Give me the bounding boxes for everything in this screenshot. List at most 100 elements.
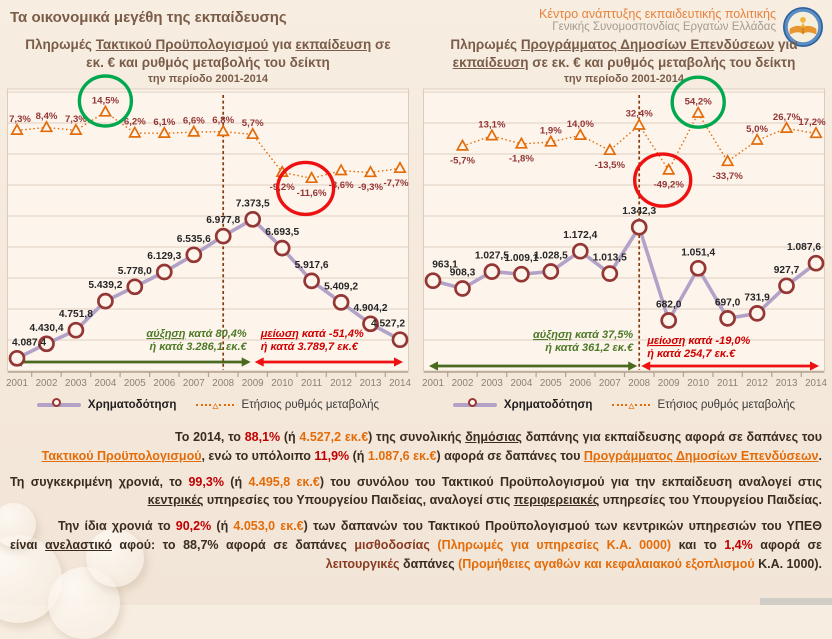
- org-block: Κέντρο ανάπτυξης εκπαιδευτικής πολιτικής…: [539, 6, 824, 48]
- red-highlight-circle: [632, 152, 693, 208]
- svg-text:2008: 2008: [212, 378, 234, 389]
- svg-text:ή κατά 254,7 εκ.€: ή κατά 254,7 εκ.€: [647, 348, 736, 360]
- funding-ring-icon: [467, 398, 477, 407]
- funding-series: 4.087,4 4.430,4 4.751,8 5.439,2 5.778,0 6.129…: [8, 198, 409, 367]
- svg-text:6.129,3: 6.129,3: [147, 251, 181, 262]
- svg-text:2005: 2005: [540, 378, 562, 389]
- svg-text:-7,7%: -7,7%: [383, 178, 409, 189]
- svg-text:682,0: 682,0: [656, 300, 682, 311]
- green-highlight-circle: [77, 74, 134, 128]
- svg-text:2009: 2009: [658, 378, 680, 389]
- svg-text:-5,7%: -5,7%: [450, 156, 476, 167]
- svg-text:2013: 2013: [776, 378, 798, 389]
- rate-series: 7,3% 8,4% 7,3% 14,5% 6,2% 6,1% 6,6% 6,8% 5,7% -9,…: [9, 96, 409, 199]
- svg-text:2010: 2010: [271, 378, 293, 389]
- decrease-note: μείωση κατά -19,0%ή κατά 254,7 εκ.€: [646, 335, 750, 360]
- svg-text:2007: 2007: [183, 378, 205, 389]
- svg-text:2001: 2001: [422, 378, 444, 389]
- svg-text:-33,7%: -33,7%: [712, 171, 743, 182]
- svg-text:963,1: 963,1: [432, 260, 458, 271]
- x-axis: 2001 2002 2003 2004 2005 2006 2007 2008 2009 2010…: [6, 371, 411, 389]
- svg-text:2003: 2003: [481, 378, 503, 389]
- legend-item-rate: ▵ Ετήσιος ρυθμός μεταβολής: [196, 399, 379, 411]
- svg-text:1,9%: 1,9%: [540, 126, 562, 137]
- svg-text:5,0%: 5,0%: [746, 124, 768, 135]
- funding-legend-label: Χρηματοδότηση: [503, 399, 593, 411]
- svg-text:1.051,4: 1.051,4: [681, 247, 715, 258]
- decrease-arrow: [641, 361, 819, 371]
- svg-text:2006: 2006: [153, 378, 175, 389]
- svg-text:6,1%: 6,1%: [153, 117, 175, 128]
- regular-budget-plot: αύξηση κατά 80,4%ή κατά 3.286,1 εκ.€ μείω…: [6, 74, 411, 389]
- green-highlight-circle: [670, 75, 726, 129]
- triangle-marker-icon: ▵: [212, 398, 219, 412]
- svg-text:2007: 2007: [599, 378, 621, 389]
- svg-text:4.751,8: 4.751,8: [59, 309, 93, 320]
- rate-line-legend-marker: ▵: [612, 398, 651, 412]
- dotted-line-icon: [635, 404, 651, 406]
- charts-row: Πληρωμές Τακτικού Προϋπολογισμού για εκπ…: [0, 36, 832, 416]
- svg-text:1.009,1: 1.009,1: [504, 253, 538, 264]
- svg-text:2014: 2014: [389, 378, 411, 389]
- svg-text:-9,2%: -9,2%: [270, 182, 296, 193]
- svg-text:2004: 2004: [511, 378, 533, 389]
- funding-legend-label: Χρηματοδότηση: [87, 399, 177, 411]
- svg-text:-13,5%: -13,5%: [595, 160, 626, 171]
- triangle-marker-icon: ▵: [628, 398, 635, 412]
- svg-text:μείωση κατά -51,4%: μείωση κατά -51,4%: [260, 328, 364, 340]
- svg-text:731,9: 731,9: [744, 292, 770, 303]
- paragraph-inelastic-spending: Την ίδια χρονιά το 90,2% (ή 4.053,0 εκ.€…: [10, 519, 822, 571]
- svg-text:2008: 2008: [628, 378, 650, 389]
- rate-legend-label: Ετήσιος ρυθμός μεταβολής: [241, 399, 380, 411]
- org-name-line1: Κέντρο ανάπτυξης εκπαιδευτικής πολιτικής: [539, 7, 776, 21]
- svg-text:7,3%: 7,3%: [9, 114, 31, 125]
- svg-text:54,2%: 54,2%: [685, 97, 713, 108]
- svg-text:2010: 2010: [687, 378, 709, 389]
- svg-text:1.028,5: 1.028,5: [534, 251, 568, 262]
- chart-title: Πληρωμές Τακτικού Προϋπολογισμού για εκπ…: [25, 37, 391, 70]
- svg-text:5.917,6: 5.917,6: [295, 260, 329, 271]
- svg-text:2002: 2002: [452, 378, 474, 389]
- chart-title: Πληρωμές Προγράμματος Δημοσίων Επενδύσεω…: [450, 37, 798, 70]
- svg-text:2003: 2003: [65, 378, 87, 389]
- legend-item-funding: Χρηματοδότηση: [452, 398, 593, 411]
- svg-text:14,5%: 14,5%: [92, 96, 120, 107]
- svg-text:ή κατά 3.286,1 εκ.€: ή κατά 3.286,1 εκ.€: [149, 341, 247, 353]
- svg-text:26,7%: 26,7%: [773, 112, 801, 123]
- svg-text:μείωση κατά -19,0%: μείωση κατά -19,0%: [646, 335, 750, 347]
- legend-item-rate: ▵ Ετήσιος ρυθμός μεταβολής: [612, 399, 795, 411]
- rate-legend-label: Ετήσιος ρυθμός μεταβολής: [657, 399, 796, 411]
- svg-text:-9,3%: -9,3%: [358, 182, 384, 193]
- svg-text:5.778,0: 5.778,0: [118, 266, 152, 277]
- logo-emblem-icon: [782, 6, 824, 48]
- chart-subtitle: την περίοδο 2001-2014: [563, 73, 685, 85]
- svg-text:6.693,5: 6.693,5: [265, 227, 299, 238]
- svg-text:4.087,4: 4.087,4: [12, 337, 46, 348]
- svg-text:6,2%: 6,2%: [124, 117, 146, 128]
- svg-text:2005: 2005: [124, 378, 146, 389]
- svg-text:2011: 2011: [717, 378, 738, 389]
- svg-text:6,8%: 6,8%: [212, 115, 234, 126]
- svg-text:2014: 2014: [805, 378, 827, 389]
- dotted-line-icon: [196, 404, 212, 406]
- org-name-line2: Γενικής Συνομοσπονδίας Εργατών Ελλάδας: [552, 21, 776, 33]
- page-header: Τα οικονομικά μεγέθη της εκπαίδευσης Κέν…: [0, 0, 832, 48]
- svg-text:αύξηση κατά 37,5%: αύξηση κατά 37,5%: [533, 329, 633, 341]
- rate-series: -5,7% 13,1% -1,8% 1,9% 14,0% -13,5% 32,4% -49,2…: [450, 97, 826, 191]
- svg-text:7,3%: 7,3%: [65, 114, 87, 125]
- bottom-edge-strip: [760, 598, 832, 605]
- svg-text:4.904,2: 4.904,2: [354, 303, 388, 314]
- funding-line-legend-marker: [36, 398, 81, 407]
- svg-text:32,4%: 32,4%: [626, 109, 654, 120]
- decrease-arrow: [254, 357, 403, 367]
- svg-text:ή κατά 361,2 εκ.€: ή κατά 361,2 εκ.€: [545, 342, 634, 354]
- svg-text:1.172,4: 1.172,4: [563, 230, 597, 241]
- svg-text:6,6%: 6,6%: [183, 116, 205, 127]
- svg-text:2012: 2012: [330, 378, 352, 389]
- svg-text:-8,6%: -8,6%: [329, 180, 355, 191]
- increase-arrow: [429, 361, 638, 371]
- red-highlight-circle: [275, 160, 336, 217]
- paragraph-central-services: Τη συγκεκριμένη χρονιά, το 99,3% (ή 4.49…: [10, 474, 822, 508]
- svg-text:αύξηση κατά 80,4%: αύξηση κατά 80,4%: [146, 328, 246, 340]
